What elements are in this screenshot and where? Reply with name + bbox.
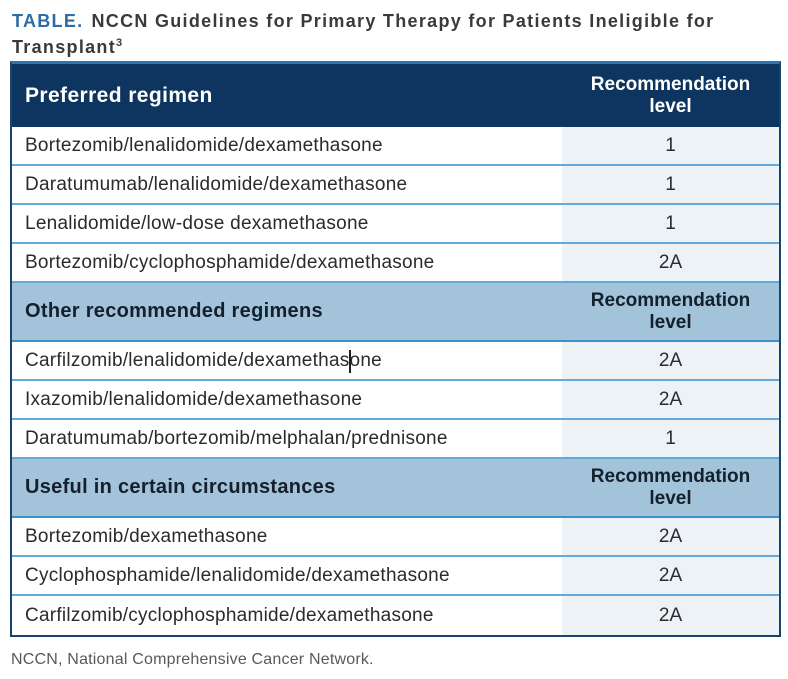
regimen-cell: Lenalidomide/low-dose dexamethasone — [25, 212, 369, 234]
table-row: Lenalidomide/low-dose dexamethasone 1 — [12, 205, 779, 244]
section-label: Useful in certain circumstances — [25, 476, 336, 498]
table-title: TABLE. NCCN Guidelines for Primary Therap… — [12, 8, 774, 60]
table-row: Carfilzomib/lenalidomide/dexamethasone 2… — [12, 342, 779, 381]
table-title-citation: 3 — [116, 37, 123, 50]
regimen-cell: Carfilzomib/lenalidomide/dexamethasone — [25, 349, 382, 371]
table-row: Daratumumab/lenalidomide/dexamethasone 1 — [12, 166, 779, 205]
regimen-cell: Cyclophosphamide/lenalidomide/dexamethas… — [25, 564, 450, 586]
column-header-recommendation-level: Recommendation level — [590, 465, 751, 509]
level-cell: 1 — [562, 127, 779, 164]
table-header-preferred-regimen: Preferred regimen Recommendation level — [12, 64, 779, 127]
level-cell: 2A — [562, 518, 779, 555]
footnote-abbreviation: NCCN, National Comprehensive Cancer Netw… — [11, 651, 374, 668]
table-row: Bortezomib/lenalidomide/dexamethasone 1 — [12, 127, 779, 166]
table-row: Bortezomib/cyclophosphamide/dexamethason… — [12, 244, 779, 283]
level-cell: 1 — [562, 166, 779, 203]
section-label: Other recommended regimens — [25, 300, 323, 322]
regimen-cell: Daratumumab/lenalidomide/dexamethasone — [25, 173, 408, 195]
level-cell: 2A — [562, 381, 779, 418]
regimen-cell: Carfilzomib/cyclophosphamide/dexamethaso… — [25, 604, 434, 626]
table-header-useful-circumstances: Useful in certain circumstances Recommen… — [12, 459, 779, 518]
regimen-cell: Bortezomib/dexamethasone — [25, 525, 268, 547]
table-row: Cyclophosphamide/lenalidomide/dexamethas… — [12, 557, 779, 596]
table-title-prefix: TABLE. — [12, 11, 84, 31]
level-cell: 2A — [562, 244, 779, 281]
table-title-text: NCCN Guidelines for Primary Therapy for … — [12, 11, 715, 58]
regimen-cell: Ixazomib/lenalidomide/dexamethasone — [25, 388, 363, 410]
section-label: Preferred regimen — [25, 83, 213, 107]
regimen-cell: Daratumumab/bortezomib/melphalan/prednis… — [25, 427, 448, 449]
nccn-guidelines-table: Preferred regimen Recommendation level B… — [10, 61, 781, 637]
level-cell: 1 — [562, 420, 779, 457]
level-cell: 1 — [562, 205, 779, 242]
column-header-recommendation-level: Recommendation level — [590, 73, 751, 117]
regimen-cell: Bortezomib/lenalidomide/dexamethasone — [25, 134, 383, 156]
column-header-recommendation-level: Recommendation level — [590, 289, 751, 333]
level-cell: 2A — [562, 342, 779, 379]
table-row: Carfilzomib/cyclophosphamide/dexamethaso… — [12, 596, 779, 635]
table-row: Ixazomib/lenalidomide/dexamethasone 2A — [12, 381, 779, 420]
table-row: Bortezomib/dexamethasone 2A — [12, 518, 779, 557]
regimen-cell: Bortezomib/cyclophosphamide/dexamethason… — [25, 251, 435, 273]
table-header-other-recommended: Other recommended regimens Recommendatio… — [12, 283, 779, 342]
level-cell: 2A — [562, 596, 779, 635]
text-caret-artifact — [349, 350, 351, 373]
level-cell: 2A — [562, 557, 779, 594]
table-row: Daratumumab/bortezomib/melphalan/prednis… — [12, 420, 779, 459]
